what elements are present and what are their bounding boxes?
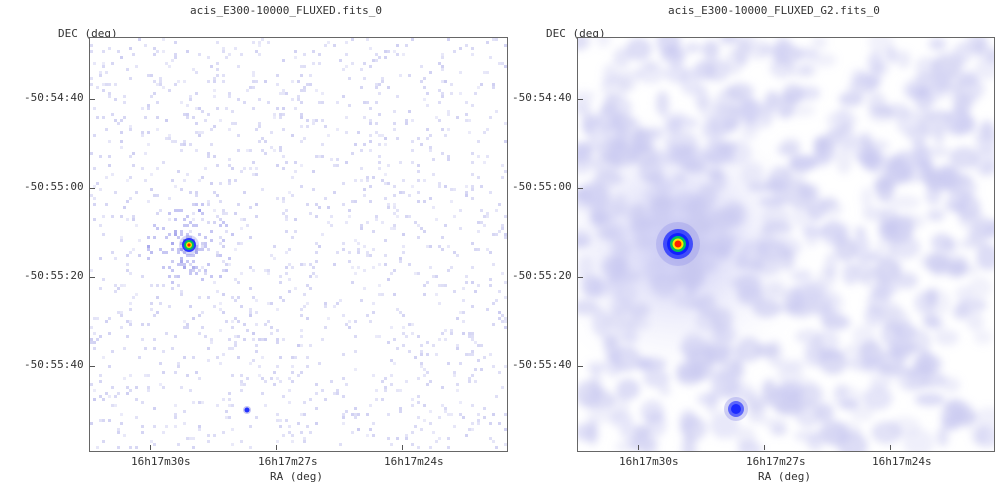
source-ring <box>187 243 191 247</box>
left-image-panel: acis_E300-10000_FLUXED.fits_0 DEC (deg) … <box>24 4 508 483</box>
fits-image-smoothed[interactable] <box>577 37 995 452</box>
tick-mark <box>764 445 765 450</box>
y-tick-label: -50:55:00 <box>24 180 84 193</box>
ra-axis-label: RA (deg) <box>758 470 811 483</box>
source-ring <box>674 240 682 248</box>
tick-mark <box>890 445 891 450</box>
y-tick-label: -50:55:20 <box>512 269 572 282</box>
tick-mark <box>276 445 277 450</box>
source-ring <box>244 407 250 413</box>
tick-mark <box>578 99 583 100</box>
tick-mark <box>90 99 95 100</box>
tick-mark <box>402 445 403 450</box>
x-tick-label: 16h17m24s <box>872 455 932 468</box>
tick-mark <box>578 366 583 367</box>
x-tick-label: 16h17m27s <box>258 455 318 468</box>
y-tick-label: -50:54:40 <box>24 91 84 104</box>
noise-pixels <box>90 38 507 449</box>
dec-axis-label: DEC (deg) <box>546 27 606 40</box>
tick-mark <box>90 188 95 189</box>
tick-mark <box>90 366 95 367</box>
panel-title: acis_E300-10000_FLUXED_G2.fits_0 <box>668 4 880 17</box>
tick-mark <box>578 277 583 278</box>
tick-mark <box>150 445 151 450</box>
y-tick-label: -50:54:40 <box>512 91 572 104</box>
tick-mark <box>90 277 95 278</box>
source-ring <box>731 404 741 414</box>
x-tick-label: 16h17m27s <box>746 455 806 468</box>
x-tick-label: 16h17m30s <box>131 455 191 468</box>
tick-mark <box>578 188 583 189</box>
y-tick-label: -50:55:20 <box>24 269 84 282</box>
dec-axis-label: DEC (deg) <box>58 27 118 40</box>
right-image-panel: acis_E300-10000_FLUXED_G2.fits_0 DEC (de… <box>488 0 995 490</box>
tick-mark <box>638 445 639 450</box>
y-tick-label: -50:55:40 <box>24 358 84 371</box>
ra-axis-label: RA (deg) <box>270 470 323 483</box>
y-tick-label: -50:55:00 <box>512 180 572 193</box>
x-tick-label: 16h17m30s <box>619 455 679 468</box>
smoothed-noise <box>578 38 994 451</box>
image-canvas <box>90 38 507 449</box>
fits-image-raw[interactable] <box>89 37 508 452</box>
x-tick-label: 16h17m24s <box>384 455 444 468</box>
image-canvas <box>578 38 994 451</box>
panel-title: acis_E300-10000_FLUXED.fits_0 <box>190 4 383 17</box>
y-tick-label: -50:55:40 <box>512 358 572 371</box>
